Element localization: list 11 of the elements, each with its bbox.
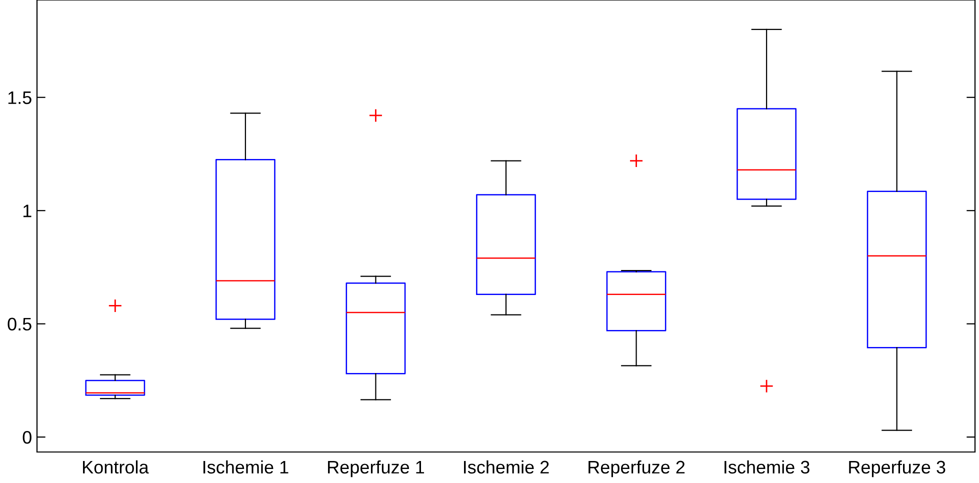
y-tick-label: 1 xyxy=(23,204,32,218)
x-tick-label: Reperfuze 1 xyxy=(328,460,424,478)
y-tick-label: 0 xyxy=(22,430,32,444)
x-tick-label: Kontrola xyxy=(83,460,149,474)
x-tick-label: Ischemie 3 xyxy=(724,460,810,474)
y-tick-label: 1.5 xyxy=(8,91,32,104)
x-tick-label: Reperfuze 2 xyxy=(588,460,685,478)
x-tick-label: Reperfuze 3 xyxy=(849,460,946,478)
x-tick-label: Ischemie 2 xyxy=(464,460,549,474)
x-tick-label: Ischemie 1 xyxy=(203,460,288,474)
y-tick-label: 0.5 xyxy=(8,318,32,331)
